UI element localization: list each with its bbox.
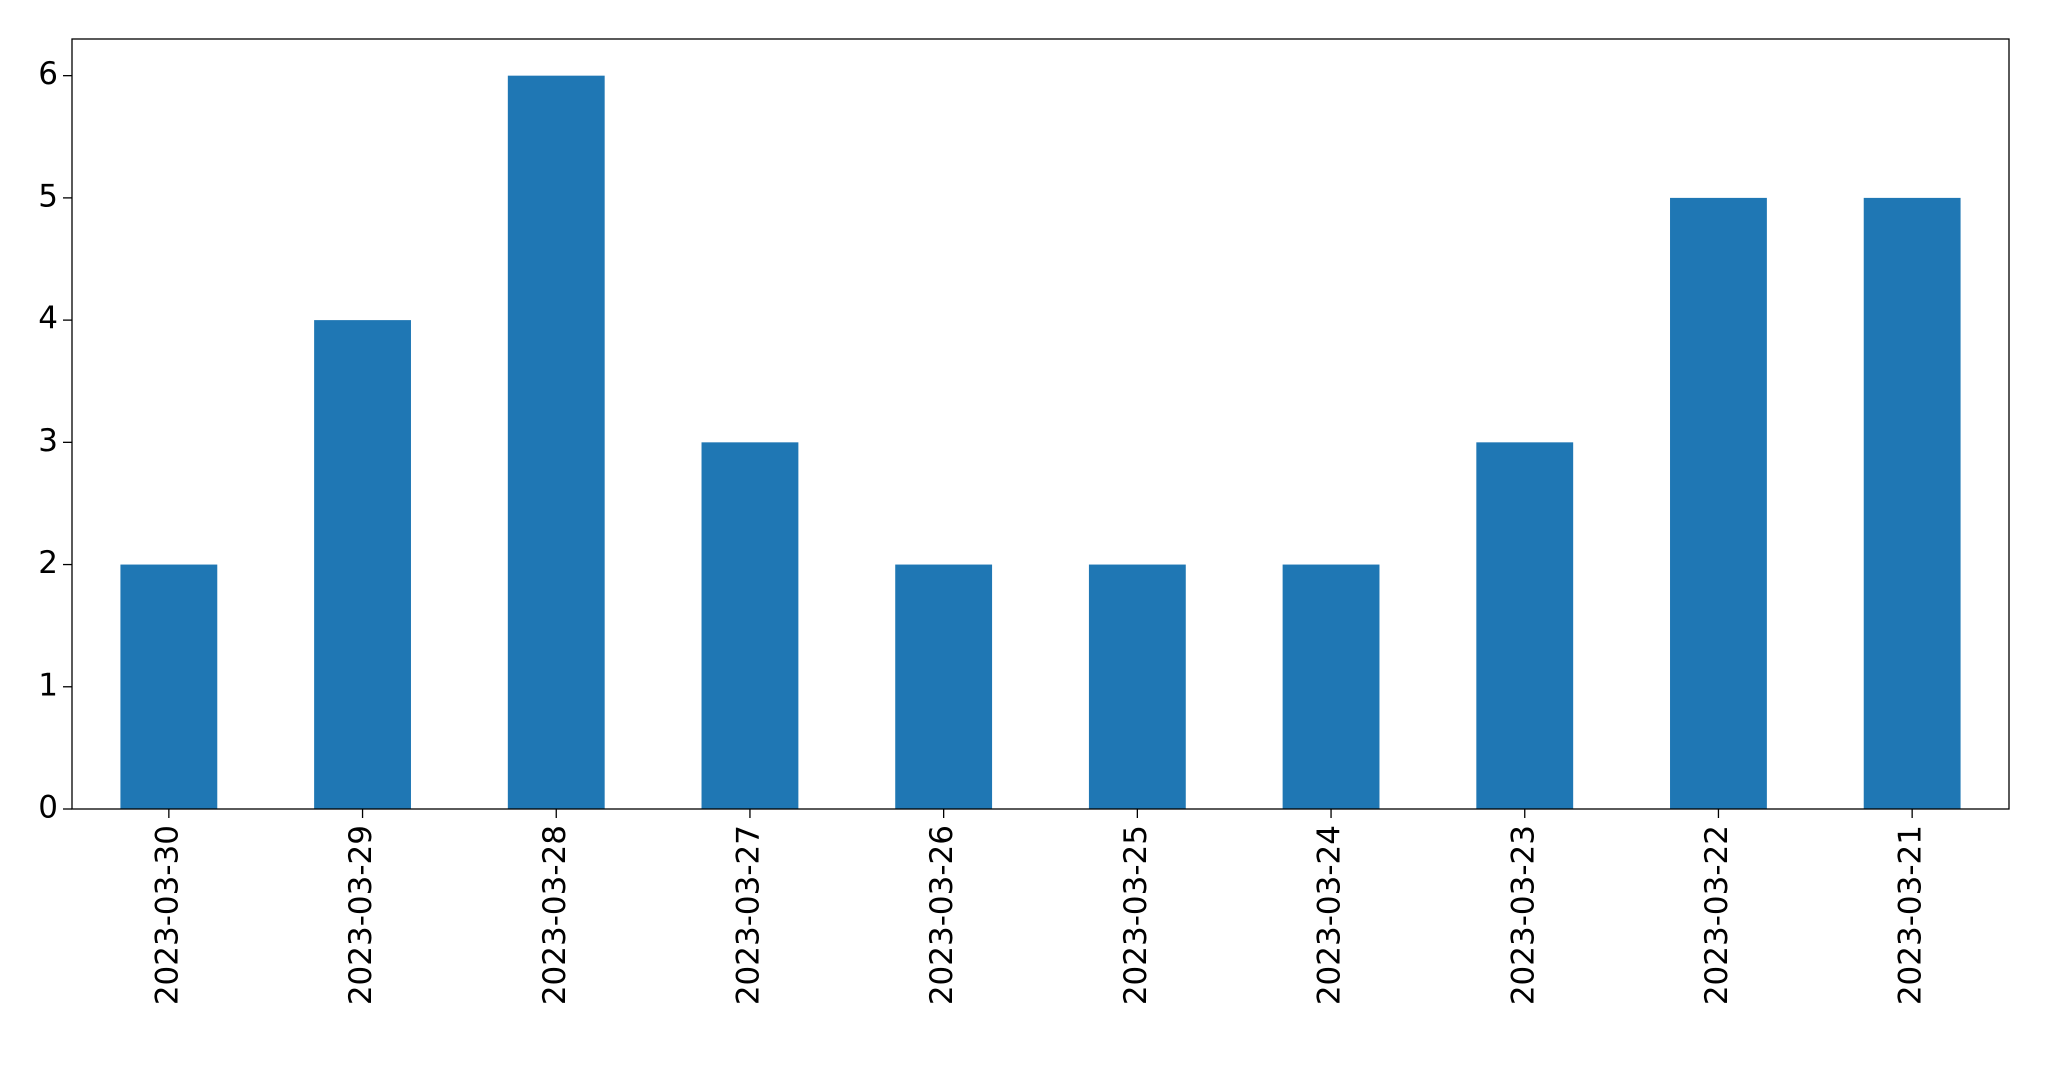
bar: [507, 75, 605, 809]
x-tick-label: 2023-03-23: [1505, 825, 1541, 1005]
bar: [895, 564, 993, 809]
y-tick-label: 4: [38, 301, 58, 337]
y-tick-label: 3: [38, 423, 58, 459]
y-tick-label: 1: [38, 667, 58, 703]
y-tick-label: 0: [38, 790, 58, 826]
bar: [1476, 442, 1574, 809]
x-tick-label: 2023-03-22: [1699, 825, 1735, 1005]
bar: [1670, 197, 1767, 809]
x-tick-label: 2023-03-26: [924, 825, 960, 1005]
x-tick-label: 2023-03-27: [730, 825, 766, 1005]
bar: [1282, 564, 1380, 809]
x-tick-label: 2023-03-24: [1312, 825, 1348, 1005]
bar: [120, 564, 218, 809]
x-tick-label: 2023-03-21: [1893, 825, 1929, 1005]
x-tick-label: 2023-03-25: [1118, 825, 1154, 1005]
bar: [701, 442, 799, 809]
bar: [1088, 564, 1186, 809]
plot-frame: [71, 38, 2010, 810]
x-tick-label: 2023-03-29: [343, 825, 379, 1005]
y-tick-label: 2: [38, 545, 58, 581]
x-tick-label: 2023-03-28: [537, 825, 573, 1005]
y-tick-label: 5: [38, 178, 58, 214]
bar: [1863, 197, 1961, 809]
x-tick-label: 2023-03-30: [149, 825, 185, 1005]
y-tick-label: 6: [38, 56, 58, 92]
bar: [314, 320, 411, 809]
